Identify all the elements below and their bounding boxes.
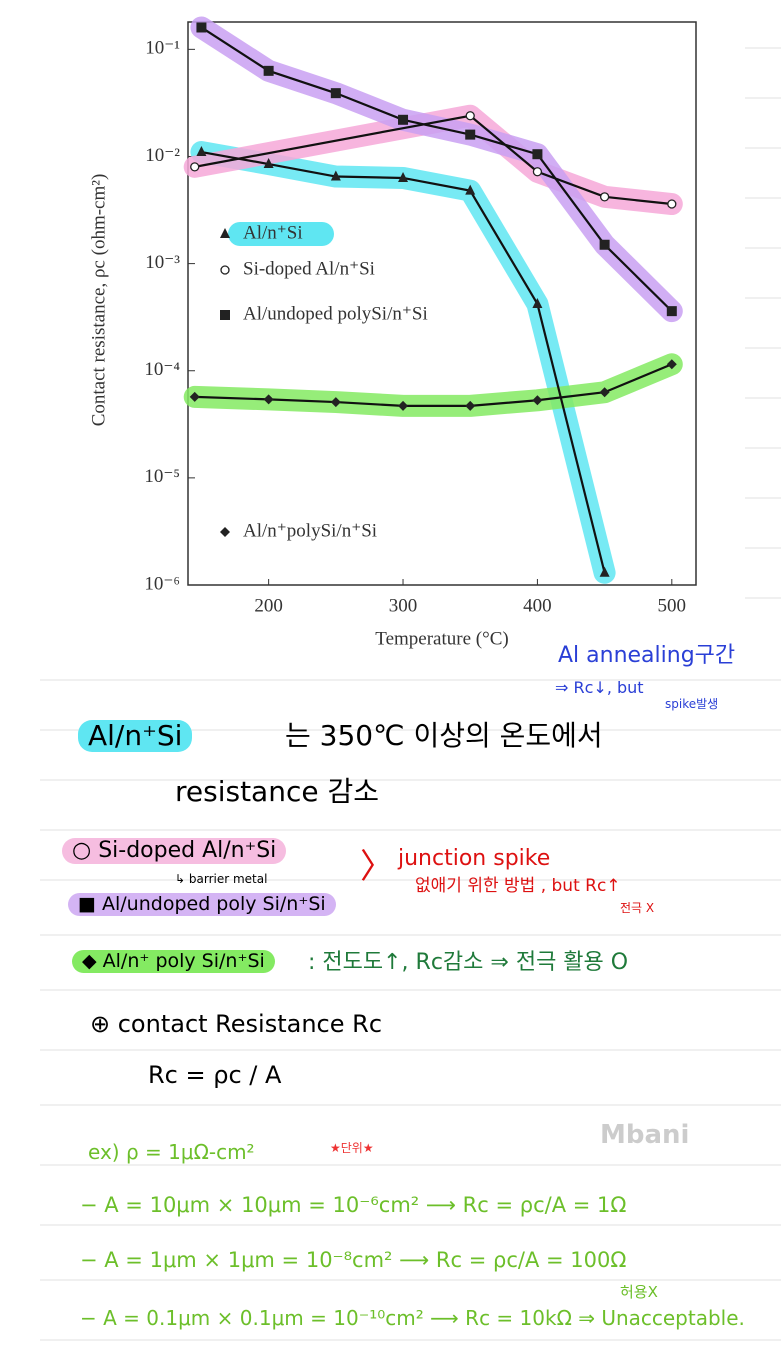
note: 〉	[360, 847, 394, 887]
marker	[532, 297, 543, 308]
marker	[263, 394, 274, 405]
x-axis-title: Temperature (°C)	[375, 628, 508, 649]
note: : 전도도↑, Rc감소 ⇒ 전극 활용 O	[308, 950, 629, 975]
plot-frame	[187, 21, 697, 586]
chart: Temperature (°C) Contact resistance, ρc …	[88, 16, 697, 649]
legend-label: Si-doped Al/n⁺Si	[243, 258, 375, 279]
x-tick-label: 200	[254, 595, 283, 616]
y-tick-label: 10⁻⁶	[144, 573, 180, 594]
note: 없애기 위한 방법 , but Rc↑	[415, 876, 621, 896]
note: Rc = ρc / A	[148, 1061, 282, 1089]
marker	[196, 22, 207, 33]
y-tick-label: 10⁻⁵	[144, 466, 180, 487]
legend-label: Al/n⁺Si	[243, 222, 303, 243]
marker	[263, 158, 274, 169]
x-tick-label: 400	[523, 595, 552, 616]
note: resistance 감소	[175, 775, 380, 808]
marker	[667, 199, 677, 209]
y-tick-label: 10⁻¹	[145, 38, 180, 59]
marker	[465, 184, 476, 195]
note: ⇒ Rc↓, but	[555, 678, 644, 697]
y-tick-label: 10⁻³	[145, 252, 180, 273]
marker	[666, 306, 677, 317]
marker	[398, 400, 409, 411]
note: ex) ρ = 1μΩ-cm²	[88, 1140, 255, 1164]
marker	[330, 88, 341, 99]
note: − A = 1μm × 1μm = 10⁻⁸cm² ⟶ Rc = ρc/A = …	[80, 1248, 627, 1272]
marker	[189, 391, 200, 402]
marker	[532, 395, 543, 406]
marker	[398, 114, 409, 125]
legend-label: Al/undoped polySi/n⁺Si	[243, 303, 428, 324]
marker	[465, 400, 476, 411]
note-highlight: Al/n⁺Si	[78, 720, 193, 752]
note: Al annealing구간	[558, 643, 736, 668]
marker	[532, 167, 543, 177]
legend-marker	[220, 310, 230, 320]
marker	[398, 171, 409, 182]
note: − A = 10μm × 10μm = 10⁻⁶cm² ⟶ Rc = ρc/A …	[80, 1193, 627, 1217]
marker	[263, 65, 274, 76]
series-line	[194, 363, 673, 407]
note-highlight: ◆ Al/n⁺ poly Si/n⁺Si	[72, 950, 275, 973]
y-tick-label: 10⁻²	[145, 145, 180, 166]
series-line	[200, 26, 673, 312]
marker	[599, 387, 610, 398]
legend-marker	[220, 228, 230, 238]
marker	[599, 566, 610, 577]
y-axis-title: Contact resistance, ρc (ohm-cm²)	[88, 174, 109, 427]
legend-marker	[220, 527, 230, 537]
watermark: Mbani	[600, 1120, 690, 1150]
note: ↳ barrier metal	[175, 872, 268, 886]
marker	[190, 162, 200, 172]
note: ★단위★	[330, 1141, 374, 1155]
note: 는 350℃ 이상의 온도에서	[285, 719, 603, 752]
note: 허용X	[620, 1283, 658, 1301]
series-highlight	[190, 141, 616, 584]
marker	[465, 111, 475, 121]
note-highlight: ■ Al/undoped poly Si/n⁺Si	[68, 893, 336, 916]
marker	[599, 192, 610, 202]
marker	[330, 397, 341, 408]
x-tick-label: 300	[389, 595, 418, 616]
note: ⊕ contact Resistance Rc	[90, 1010, 383, 1038]
note: junction spike	[398, 846, 551, 871]
note: 전극 X	[620, 901, 655, 915]
note: spike발생	[665, 697, 719, 711]
legend-marker	[220, 265, 230, 275]
x-tick-label: 500	[658, 595, 687, 616]
marker	[330, 170, 341, 181]
marker	[599, 239, 610, 250]
y-tick-label: 10⁻⁴	[144, 359, 180, 380]
marker	[532, 149, 543, 160]
legend-highlight	[228, 222, 334, 246]
note: − A = 0.1μm × 0.1μm = 10⁻¹⁰cm² ⟶ Rc = 10…	[80, 1306, 745, 1330]
marker	[465, 129, 476, 140]
marker	[666, 359, 677, 370]
note-highlight: ○ Si-doped Al/n⁺Si	[62, 838, 287, 864]
marker	[196, 146, 207, 157]
legend-label: Al/n⁺polySi/n⁺Si	[243, 520, 377, 541]
